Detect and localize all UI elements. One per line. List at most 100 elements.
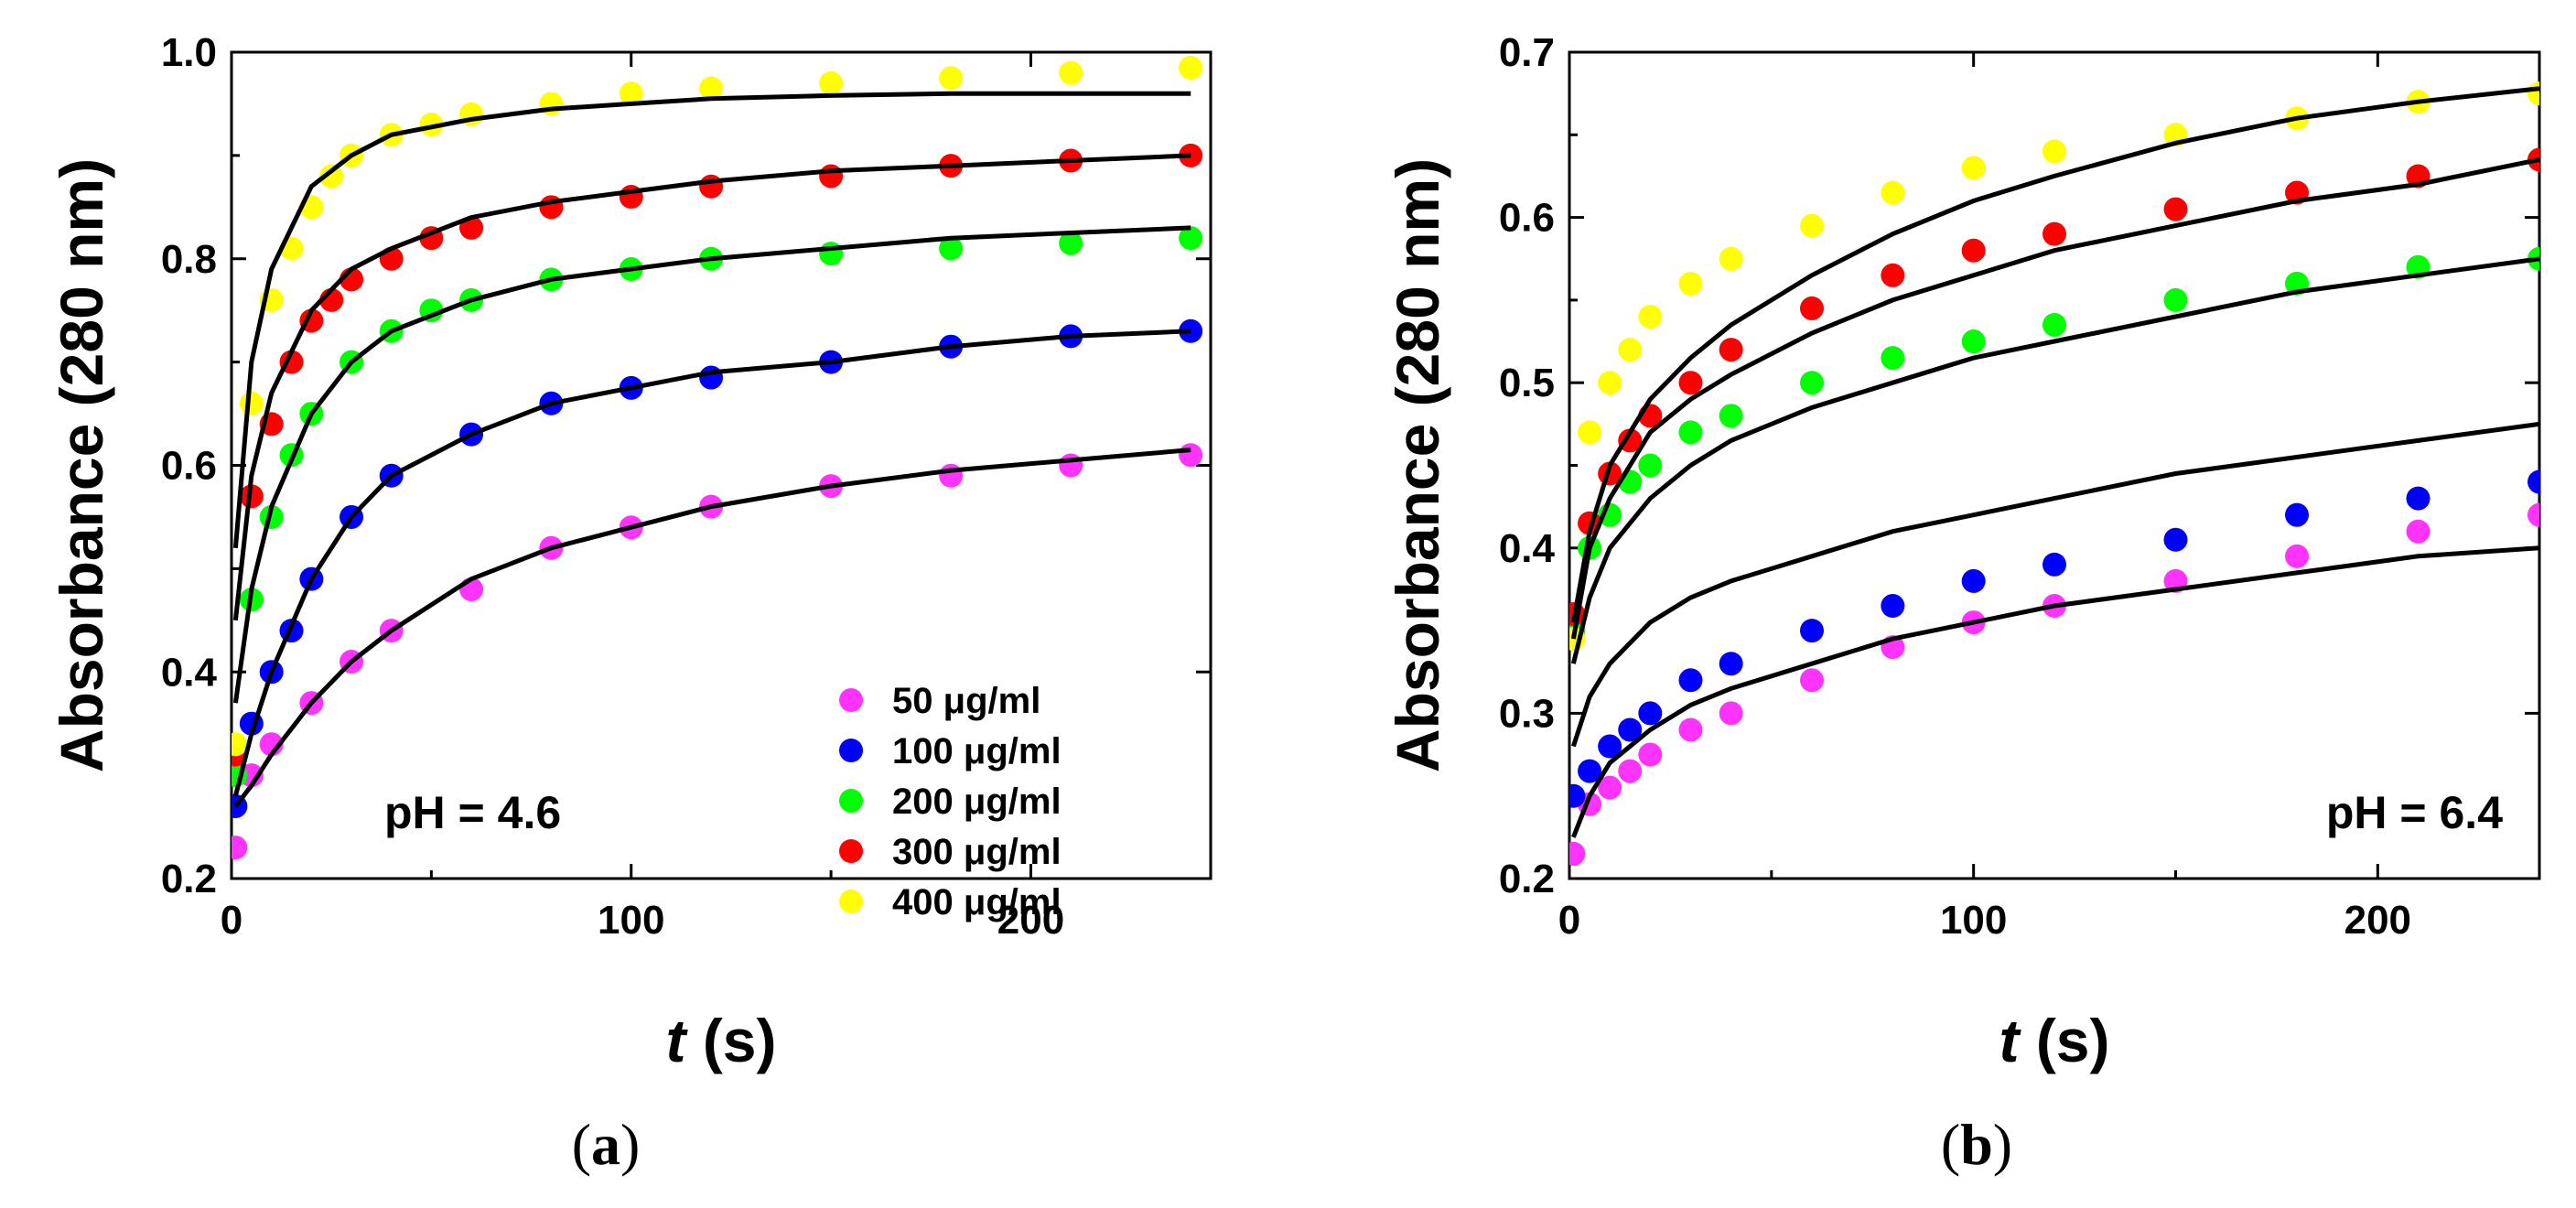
- data-point: [1618, 717, 1643, 742]
- data-point: [1638, 701, 1663, 726]
- data-point: [1719, 404, 1743, 428]
- fit-line-2: [1571, 421, 2539, 748]
- data-point: [2163, 527, 2188, 552]
- data-point: [1800, 296, 1824, 320]
- data-point: [2285, 544, 2309, 568]
- series-4: [232, 143, 1203, 767]
- data-point: [1881, 346, 1905, 371]
- series-5: [1569, 81, 2539, 652]
- data-point: [939, 236, 964, 261]
- ph-annotation: pH = 6.4: [2326, 787, 2503, 838]
- y-tick-label: 0.6: [161, 444, 217, 489]
- data-point: [2285, 502, 2309, 527]
- data-points: [1569, 81, 2539, 866]
- legend-label: 100 μg/ml: [892, 731, 1062, 771]
- data-point: [1881, 263, 1905, 287]
- data-point: [1800, 668, 1824, 693]
- data-point: [1719, 338, 1743, 362]
- fit-line-5: [1570, 86, 2539, 623]
- data-point: [1678, 371, 1703, 395]
- data-point: [1961, 329, 1986, 354]
- x-tick-label: 100: [1940, 898, 2007, 943]
- chart-panel-b: 0 100 200 0.2 0.3 0.4 0.5 0.6 0.7 Absorbance (280…: [1384, 30, 2541, 1177]
- data-point: [2042, 221, 2066, 246]
- data-point: [1678, 420, 1703, 445]
- y-tick-label: 0.8: [161, 237, 217, 282]
- data-point: [1598, 734, 1622, 759]
- data-point: [1598, 775, 1622, 800]
- chart-panel-a: 0 100 200 0.2 0.4 0.6 0.8 1.0 Absorbance (280 nm…: [48, 30, 1213, 1177]
- y-tick-label: 0.3: [1499, 691, 1555, 736]
- fit-line-5: [232, 91, 1191, 549]
- data-point: [1618, 338, 1643, 362]
- x-axis-variable: t: [1999, 1007, 2022, 1074]
- panel-label: (b): [1941, 1112, 2012, 1177]
- data-point: [239, 484, 264, 509]
- data-point: [2042, 139, 2066, 164]
- x-axis-unit: (s): [2019, 1007, 2109, 1074]
- data-point: [2527, 502, 2539, 527]
- panel-label: (a): [572, 1112, 641, 1177]
- data-point: [1678, 668, 1703, 693]
- data-point: [1598, 371, 1622, 395]
- y-tick-label: 0.7: [1499, 30, 1555, 75]
- data-point: [239, 391, 264, 415]
- legend-marker: [839, 688, 863, 712]
- data-point: [1719, 652, 1743, 676]
- data-point: [939, 66, 964, 91]
- legend-marker: [839, 789, 863, 813]
- data-point: [1881, 594, 1905, 619]
- panel-letter: a: [591, 1112, 620, 1177]
- legend: 50 μg/ml 100 μg/ml 200 μg/ml 300 μg/ml 400 μ…: [839, 681, 1062, 922]
- y-axis-title: Absorbance (280 nm): [1384, 158, 1451, 772]
- data-point: [1569, 783, 1586, 808]
- data-point: [1719, 701, 1743, 726]
- y-tick-label: 1.0: [161, 30, 217, 75]
- fit-line-4: [1570, 156, 2539, 640]
- x-tick-label: 0: [1558, 898, 1580, 943]
- x-tick-label: 100: [598, 898, 664, 943]
- y-tick-label: 0.2: [161, 857, 217, 901]
- data-point: [1638, 304, 1663, 329]
- fit-line-3: [1570, 256, 2539, 664]
- data-point: [2527, 469, 2539, 494]
- legend-label: 50 μg/ml: [892, 681, 1040, 721]
- data-point: [2527, 81, 2539, 106]
- data-point: [819, 242, 844, 266]
- data-point: [319, 164, 344, 189]
- data-point: [232, 793, 248, 818]
- data-point: [2163, 287, 2188, 312]
- data-point: [232, 732, 248, 757]
- data-point: [619, 81, 643, 106]
- x-axis-title: t (s): [666, 1007, 777, 1074]
- x-axis-title: t (s): [1999, 1007, 2110, 1074]
- data-point: [1678, 271, 1703, 296]
- legend-marker: [839, 890, 863, 913]
- data-point: [939, 463, 964, 488]
- data-point: [232, 836, 248, 860]
- data-point: [1638, 742, 1663, 767]
- fit-line-4: [232, 153, 1191, 621]
- fit-curves: [1570, 86, 2539, 838]
- y-tick-label: 0.5: [1499, 361, 1555, 405]
- data-point: [1059, 60, 1083, 85]
- data-point: [1961, 238, 1986, 263]
- legend-marker: [839, 739, 863, 762]
- data-point: [2042, 552, 2066, 577]
- data-point: [2163, 197, 2188, 221]
- data-point: [1569, 841, 1586, 866]
- fit-line-1: [1571, 545, 2539, 838]
- data-point: [1800, 619, 1824, 643]
- x-tick-label: 0: [221, 898, 243, 943]
- fit-line-2: [232, 329, 1191, 797]
- data-point: [1618, 759, 1643, 783]
- data-point: [699, 76, 724, 101]
- fit-line-3: [232, 225, 1191, 704]
- ph-annotation: pH = 4.6: [384, 787, 561, 838]
- x-tick-label: 200: [997, 898, 1064, 943]
- data-point: [1059, 231, 1083, 255]
- fit-curves: [232, 91, 1191, 808]
- legend-label: 300 μg/ml: [892, 832, 1062, 872]
- y-axis-title: Absorbance (280 nm): [48, 158, 115, 772]
